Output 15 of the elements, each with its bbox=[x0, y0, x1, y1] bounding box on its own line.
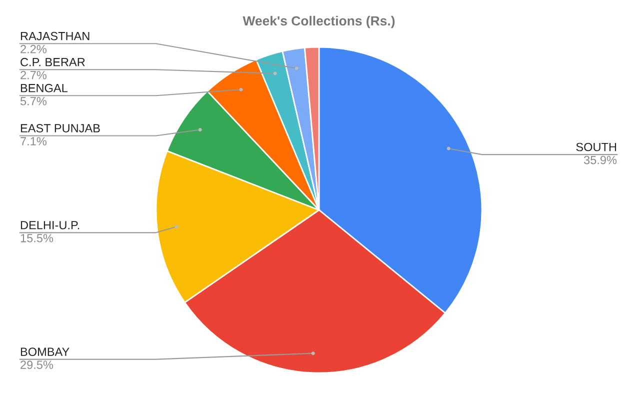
chart-title: Week's Collections (Rs.) bbox=[242, 16, 395, 28]
data-label: 15.5% bbox=[20, 234, 54, 242]
data-label: 5.7% bbox=[20, 96, 46, 106]
slice-label: SOUTH bbox=[576, 142, 616, 152]
slice-label: RAJASTHAN bbox=[20, 32, 90, 40]
slice-label: DELHI-U.P. bbox=[20, 221, 80, 230]
slice-label: BENGAL bbox=[20, 84, 68, 92]
data-label: 7.1% bbox=[20, 137, 46, 146]
data-label: 2.7% bbox=[20, 70, 46, 80]
slice-label: BOMBAY bbox=[20, 348, 70, 356]
data-label: 29.5% bbox=[20, 360, 54, 369]
data-label: 2.2% bbox=[20, 44, 46, 54]
data-label: 35.9% bbox=[584, 156, 617, 164]
slice-label: C.P. BERAR bbox=[20, 58, 85, 66]
slice-label: EAST PUNJAB bbox=[20, 124, 100, 132]
